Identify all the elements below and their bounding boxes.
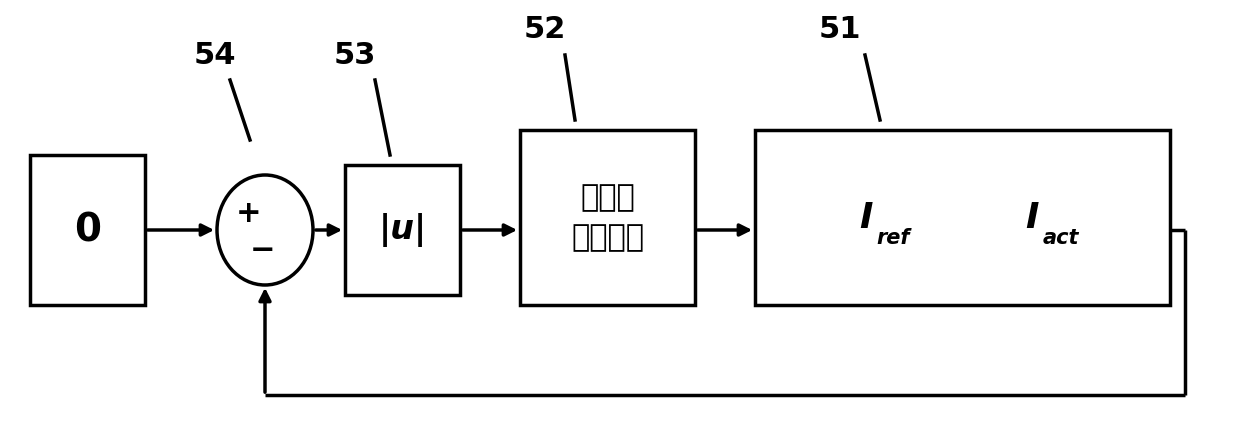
Text: +: +: [236, 199, 260, 228]
Text: 最小值
跟踪功能: 最小值 跟踪功能: [570, 183, 644, 252]
Text: |u|: |u|: [378, 213, 427, 247]
Bar: [30, 155, 145, 305]
Text: I: I: [859, 201, 872, 234]
Bar: [755, 130, 1171, 305]
Ellipse shape: [217, 175, 312, 285]
Text: 54: 54: [193, 40, 237, 70]
Bar: [520, 130, 694, 305]
Bar: [345, 165, 460, 295]
Text: 0: 0: [74, 211, 100, 249]
Text: act: act: [1043, 227, 1079, 247]
Text: −: −: [249, 237, 275, 265]
Text: I: I: [1024, 201, 1038, 234]
Text: 53: 53: [334, 40, 376, 70]
Text: ref: ref: [877, 227, 910, 247]
Text: 52: 52: [523, 15, 567, 45]
Text: 51: 51: [818, 15, 862, 45]
